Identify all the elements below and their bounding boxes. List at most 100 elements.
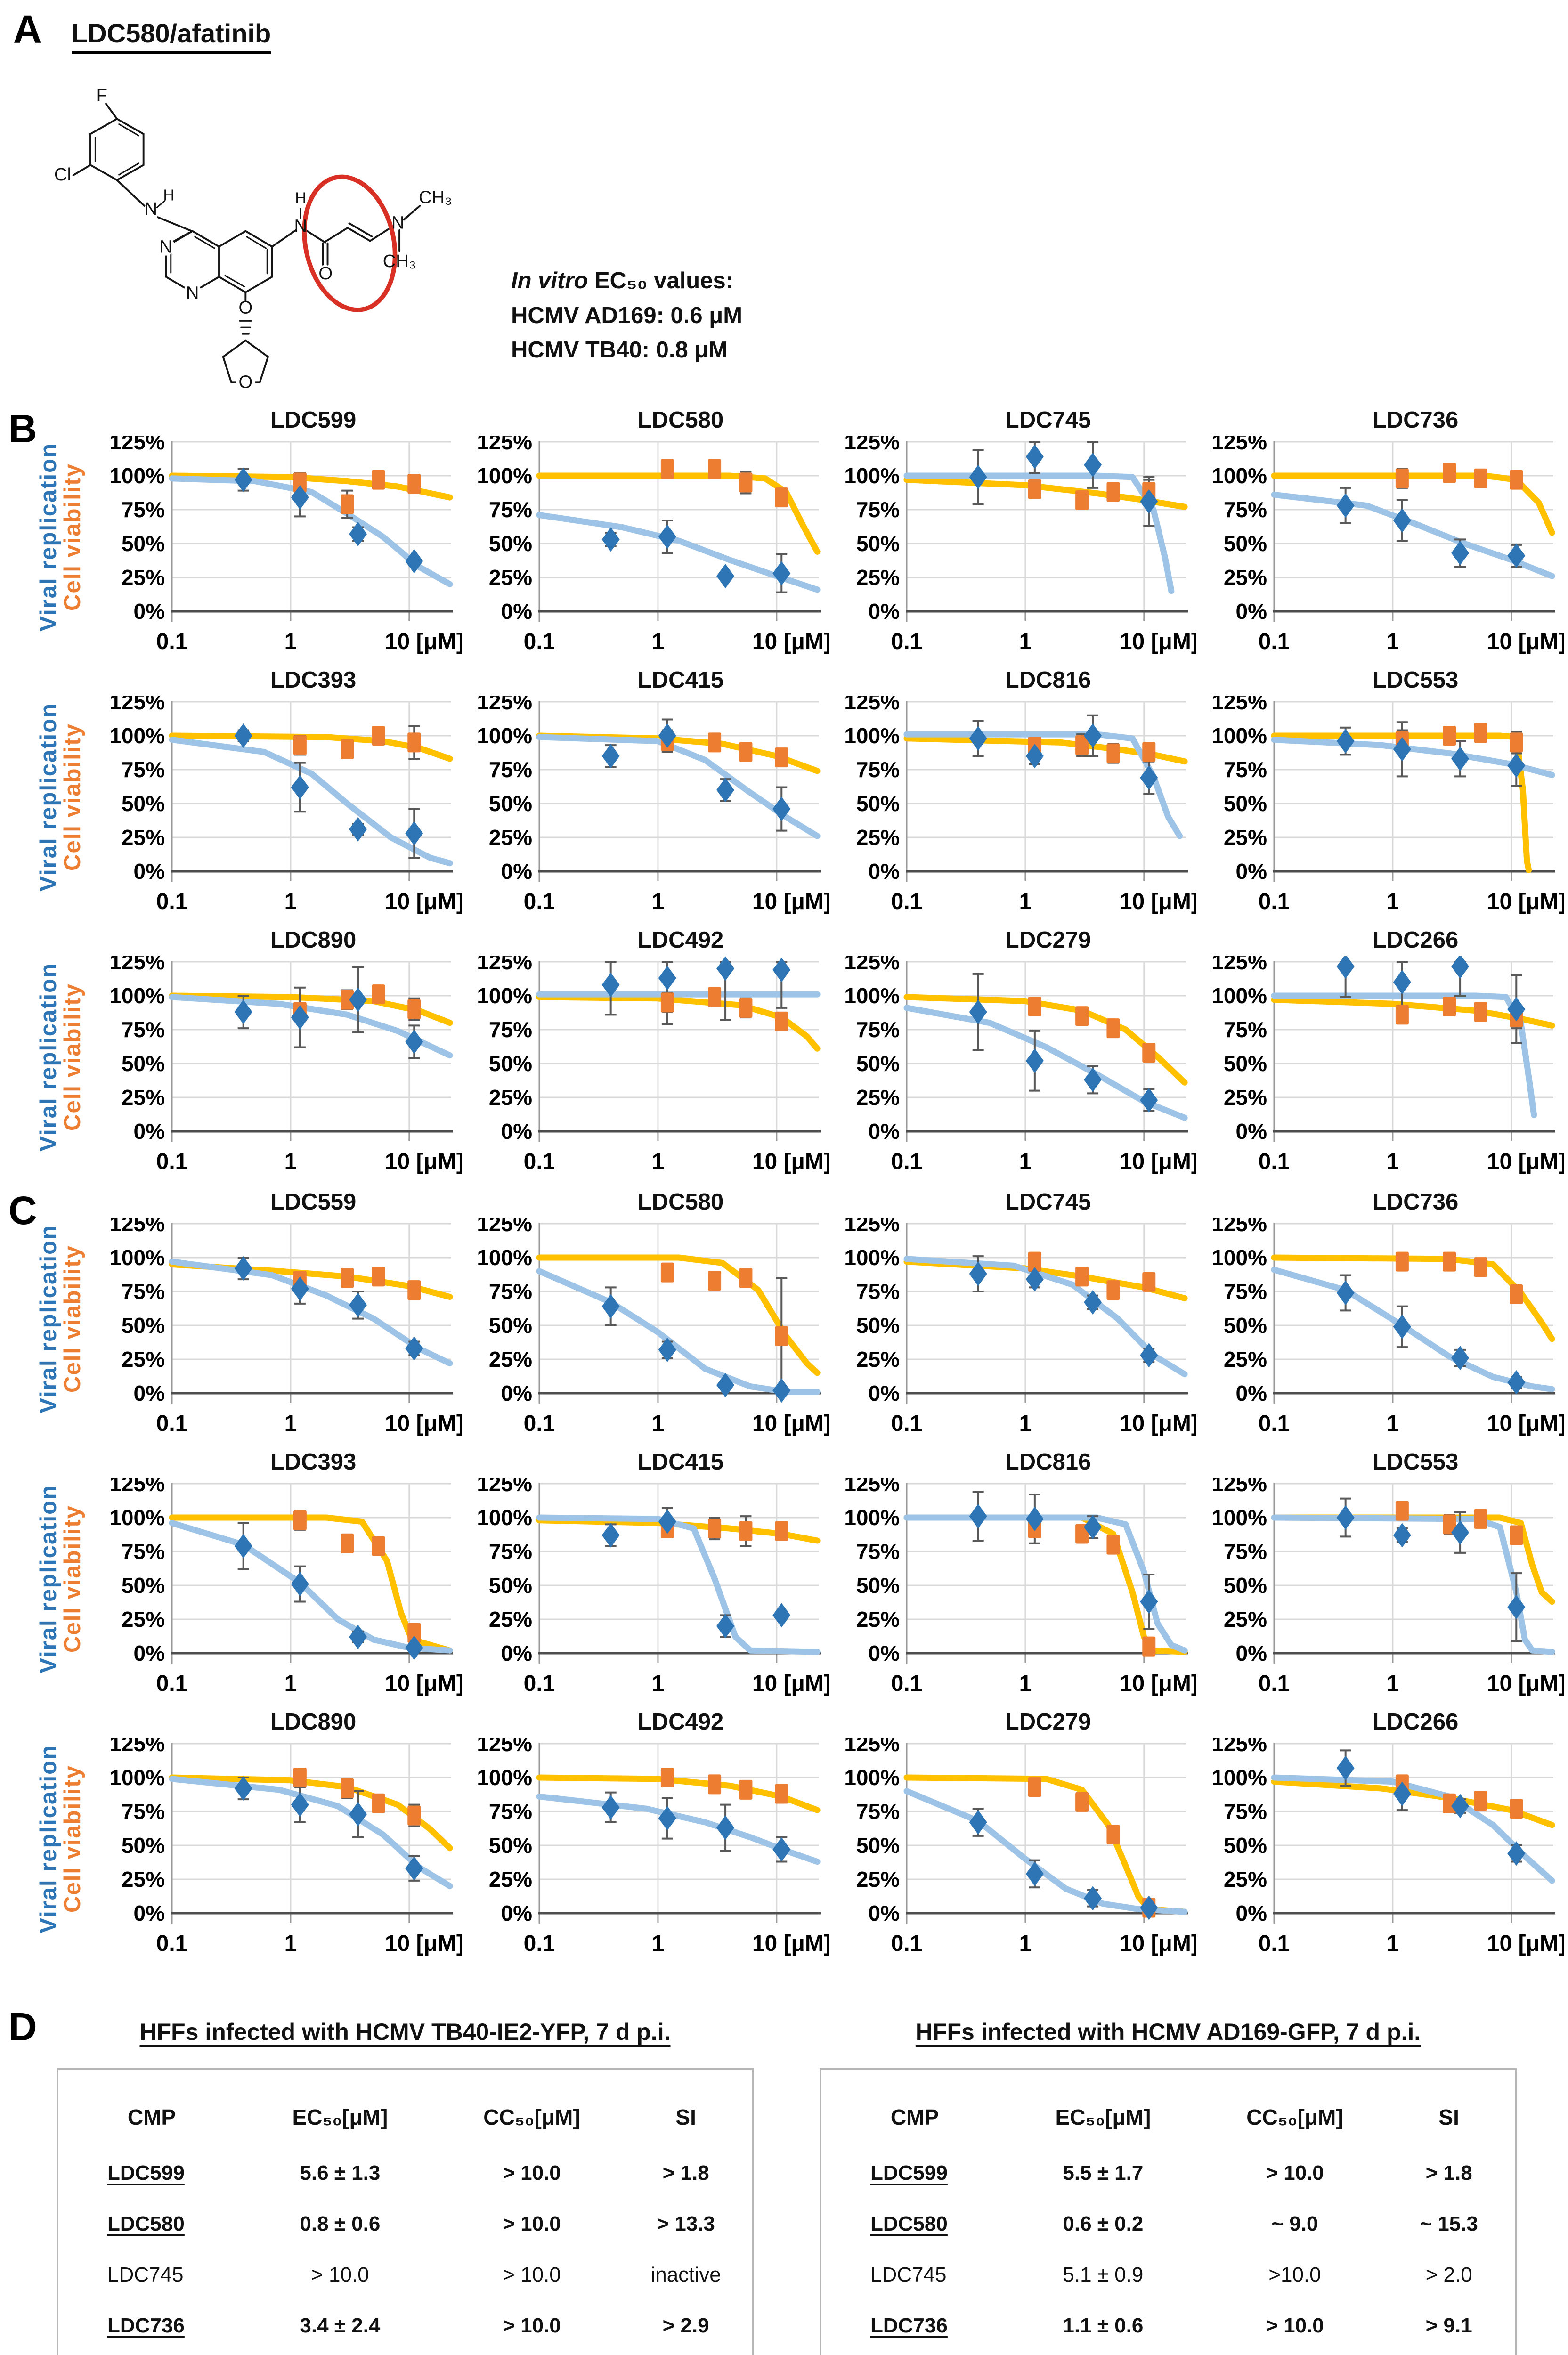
y-axis-labels: 125% 100% 75% 50% 25% 0%	[109, 1731, 165, 1925]
x-tick-label: 1	[284, 889, 297, 914]
viral-point	[772, 958, 791, 983]
cell-viability-label: Cell viability	[60, 463, 85, 611]
x-tick-label: 0.1	[524, 629, 555, 654]
x-axis-labels: 0.1 1 10 [μM]	[891, 1411, 1199, 1436]
viability-point	[708, 732, 722, 753]
viability-point	[341, 1533, 354, 1553]
chart-title: LDC553	[1372, 1449, 1459, 1475]
error-bars	[972, 714, 1155, 795]
x-tick-label: 0.1	[156, 1671, 188, 1696]
chart-title: LDC745	[1005, 407, 1091, 433]
x-tick-label: 0.1	[891, 889, 923, 914]
viral-point	[772, 796, 791, 821]
viral-point	[1140, 1088, 1158, 1113]
column-header: EC₅₀[μM]	[292, 2105, 388, 2129]
cell-viability-label: Cell viability	[60, 1505, 85, 1653]
y-tick-label: 100%	[109, 1765, 165, 1790]
viability-point	[407, 474, 421, 494]
viral-point	[349, 1802, 367, 1827]
viral-replication-label: Viral replication	[35, 442, 61, 632]
x-tick-label: 10 [μM]	[385, 1411, 462, 1436]
y-tick-label: 75%	[489, 1799, 532, 1824]
viral-point	[1084, 452, 1102, 477]
y-tick-label: 0%	[1236, 859, 1267, 884]
viral-markers	[969, 1261, 1158, 1368]
y-tick-label: 25%	[1224, 1867, 1267, 1892]
viability-point	[1395, 1005, 1409, 1025]
viability-point	[1075, 735, 1089, 755]
atom-N: N	[160, 237, 173, 257]
viability-point	[1474, 468, 1487, 488]
viral-point	[601, 1795, 620, 1820]
viral-point	[234, 1256, 252, 1281]
chart-plot: 125% 100% 75% 50% 25% 0% 0.1 1 10 [μM]	[1211, 950, 1566, 1174]
y-tick-label: 125%	[1211, 1218, 1267, 1236]
viral-point	[1507, 1595, 1526, 1620]
viability-curve	[536, 1517, 821, 1544]
axis-lines	[538, 961, 778, 1142]
y-tick-label: 50%	[122, 1833, 165, 1858]
x-tick-label: 1	[1387, 889, 1399, 914]
viral-point	[1084, 1067, 1102, 1092]
chart-row: Viral replication Cell viability LDC890 125…	[27, 1709, 1566, 1969]
ec50-value: > 10.0	[311, 2263, 369, 2286]
x-axis-labels: 0.1 1 10 [μM]	[156, 629, 464, 654]
x-tick-label: 10 [μM]	[1120, 889, 1196, 914]
viral-markers	[1336, 1280, 1526, 1395]
y-tick-label: 125%	[109, 1218, 165, 1236]
table-row-compound: LDC736	[63, 2300, 241, 2351]
y-tick-label: 0%	[501, 1901, 532, 1925]
viral-markers	[601, 524, 791, 589]
table-grid: CMP EC₅₀[μM] CC₅₀[μM] SI LDC599 5.6 ± 1.3 > 10…	[63, 2087, 747, 2355]
viral-point	[1507, 1841, 1526, 1866]
si-value: > 13.3	[657, 2212, 715, 2235]
y-tick-label: 50%	[856, 1833, 900, 1858]
viral-markers	[1336, 954, 1526, 1022]
cc50-value: > 10.0	[503, 2314, 561, 2337]
viability-point	[1106, 1535, 1120, 1555]
y-tick-label: 0%	[869, 1381, 900, 1405]
viability-point	[1474, 1002, 1487, 1022]
viral-curve	[169, 737, 453, 867]
viability-markers	[1028, 1519, 1156, 1657]
x-tick-label: 1	[1019, 629, 1032, 654]
ec50-value: 0.8 ± 0.6	[300, 2212, 381, 2235]
x-axis-labels: 0.1 1 10 [μM]	[891, 1931, 1199, 1956]
atom-N: N	[391, 212, 405, 233]
viral-curve	[903, 731, 1183, 839]
chart-plot: 125% 100% 75% 50% 25% 0% 0.1 1 10 [μM]	[844, 430, 1199, 654]
axis-lines	[906, 961, 1145, 1142]
viral-point	[658, 1337, 676, 1362]
x-tick-label: 10 [μM]	[1120, 629, 1196, 654]
chart-plot: 125% 100% 75% 50% 25% 0% 0.1 1 10 [μM]	[1211, 1471, 1566, 1696]
viral-point	[658, 723, 676, 748]
atom-O: O	[318, 263, 333, 284]
invitro-ec50-heading: In vitro EC₅₀ values:	[511, 264, 742, 299]
atom-O: O	[239, 298, 253, 318]
y-tick-label: 25%	[1224, 1607, 1267, 1632]
y-tick-label: 25%	[489, 1347, 532, 1372]
y-tick-label: 125%	[477, 1738, 532, 1756]
viral-point	[1084, 723, 1102, 748]
viability-point	[739, 1268, 753, 1288]
viral-point	[772, 1603, 791, 1628]
viability-curve	[903, 994, 1188, 1086]
dose-response-chart-LDC736: LDC736 125% 100% 75% 50% 25% 0% 0.1 1 10 [μM]	[1196, 1189, 1566, 1449]
x-tick-label: 1	[652, 1411, 665, 1436]
y-tick-label: 50%	[856, 1313, 900, 1338]
results-tables: HFFs infected with HCMV TB40-IE2-YFP, 7 …	[57, 2018, 1517, 2355]
viability-point	[341, 1268, 354, 1288]
x-tick-label: 10 [μM]	[752, 1149, 829, 1174]
chart-plot: 125% 100% 75% 50% 25% 0% 0.1 1 10 [μM]	[477, 950, 831, 1174]
invitro-ec50-block: In vitro EC₅₀ values: HCMV AD169: 0.6 μM…	[511, 264, 742, 368]
y-tick-label: 0%	[134, 1901, 165, 1925]
y-tick-label: 125%	[477, 696, 532, 714]
viral-point	[1451, 1794, 1470, 1819]
axis-lines	[538, 701, 778, 882]
gridlines	[906, 1743, 1186, 1913]
axis-lines	[906, 441, 1145, 622]
viral-point	[1025, 1506, 1044, 1531]
viral-point	[1025, 1267, 1044, 1292]
chart-row: Viral replication Cell viability LDC890 125…	[27, 927, 1566, 1187]
